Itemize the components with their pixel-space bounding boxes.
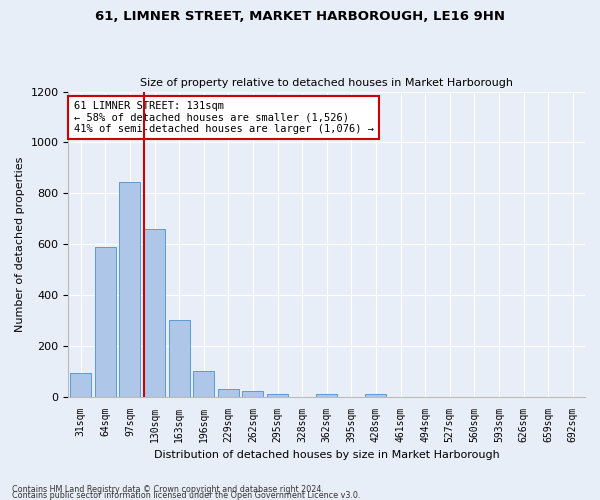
Bar [365, 394, 386, 396]
Text: 61, LIMNER STREET, MARKET HARBOROUGH, LE16 9HN: 61, LIMNER STREET, MARKET HARBOROUGH, LE… [95, 10, 505, 23]
Title: Size of property relative to detached houses in Market Harborough: Size of property relative to detached ho… [140, 78, 513, 88]
Bar [242, 391, 263, 396]
Bar [70, 372, 91, 396]
Bar [144, 229, 165, 396]
Text: Contains public sector information licensed under the Open Government Licence v3: Contains public sector information licen… [12, 490, 361, 500]
Text: 61 LIMNER STREET: 131sqm
← 58% of detached houses are smaller (1,526)
41% of sem: 61 LIMNER STREET: 131sqm ← 58% of detach… [74, 100, 374, 134]
Bar [95, 246, 116, 396]
Bar [119, 182, 140, 396]
Bar [316, 394, 337, 396]
Bar [218, 388, 239, 396]
Text: Contains HM Land Registry data © Crown copyright and database right 2024.: Contains HM Land Registry data © Crown c… [12, 484, 324, 494]
Bar [169, 320, 190, 396]
Bar [193, 372, 214, 396]
X-axis label: Distribution of detached houses by size in Market Harborough: Distribution of detached houses by size … [154, 450, 500, 460]
Y-axis label: Number of detached properties: Number of detached properties [15, 156, 25, 332]
Bar [267, 394, 288, 396]
